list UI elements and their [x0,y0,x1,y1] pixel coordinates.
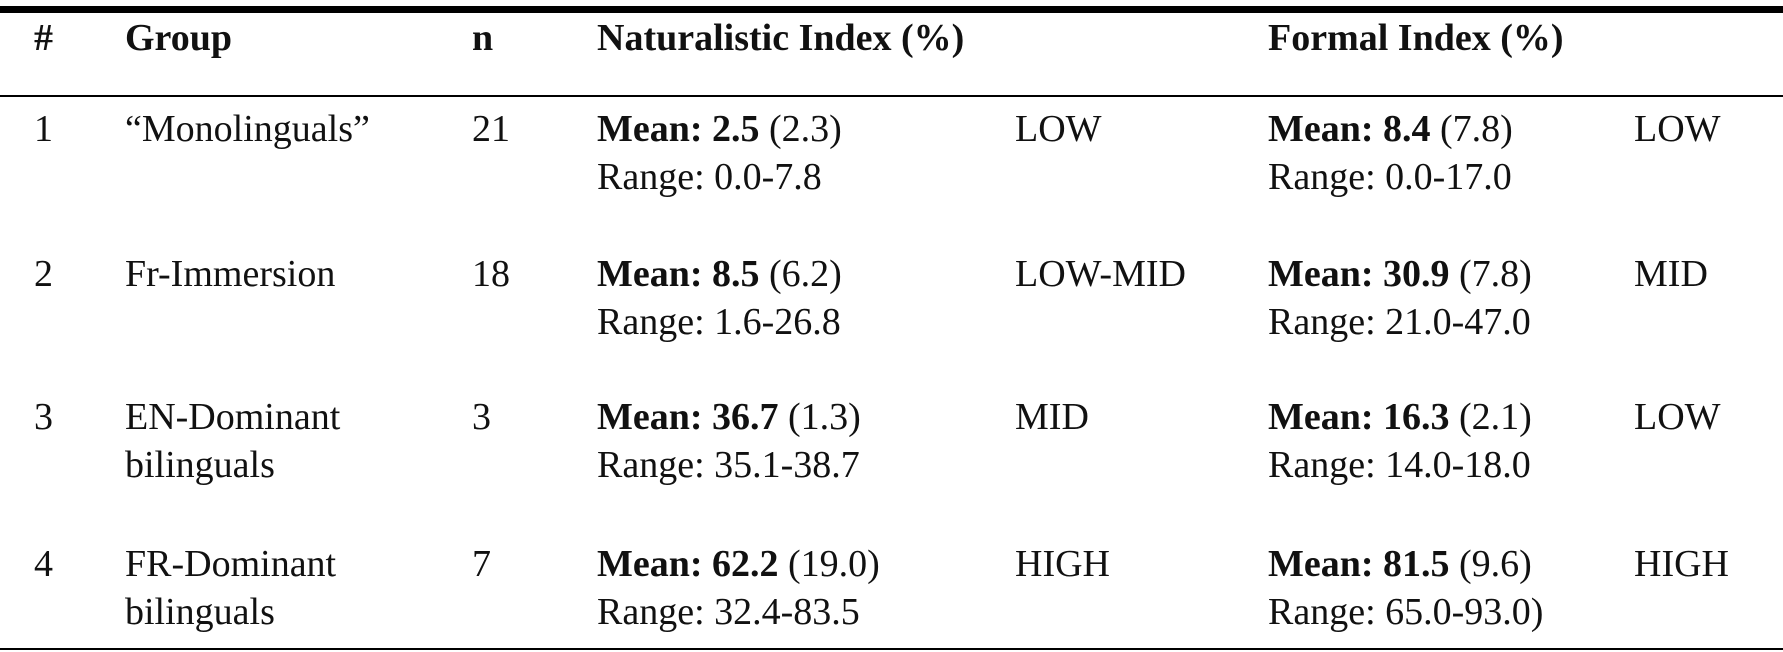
row-number: 3 [34,396,53,438]
range: Range: 0.0-17.0 [1268,156,1512,198]
mean-line: Mean: 16.3 (2.1) [1268,393,1532,441]
mean-line: Mean: 81.5 (9.6) [1268,540,1543,588]
formal-cell: Mean: 81.5 (9.6) Range: 65.0-93.0) [1268,540,1543,636]
naturalistic-cell: Mean: 2.5 (2.3) Range: 0.0-7.8 [597,105,842,201]
top-rule [0,6,1783,13]
naturalistic-cell: Mean: 62.2 (19.0) Range: 32.4-83.5 [597,540,880,636]
mean-label: Mean: [597,108,703,150]
sd-value: (19.0) [788,543,880,585]
column-header: Naturalistic Index (%) [597,17,965,59]
n-cell: 7 [472,543,491,585]
n-cell: 18 [472,253,510,295]
header-rule [0,95,1783,97]
range: Range: 1.6-26.8 [597,301,841,343]
sd-value: (7.8) [1459,253,1532,295]
sd-value: (7.8) [1440,108,1513,150]
column-header: Formal Index (%) [1268,17,1564,59]
range: Range: 0.0-7.8 [597,156,822,198]
range: Range: 21.0-47.0 [1268,301,1531,343]
n-cell: 3 [472,396,491,438]
range: Range: 35.1-38.7 [597,444,860,486]
range: Range: 32.4-83.5 [597,591,860,633]
column-header: n [472,17,494,59]
group-line: bilinguals [125,444,275,486]
mean-label: Mean: [1268,253,1374,295]
naturalistic-level: LOW [1015,108,1102,150]
mean-line: Mean: 36.7 (1.3) [597,393,861,441]
mean-value: 8.4 [1383,108,1431,150]
naturalistic-level: HIGH [1015,543,1110,585]
sd-value: (2.1) [1459,396,1532,438]
group-line: bilinguals [125,591,275,633]
mean-label: Mean: [597,543,703,585]
mean-value: 30.9 [1383,253,1450,295]
formal-cell: Mean: 8.4 (7.8) Range: 0.0-17.0 [1268,105,1513,201]
naturalistic-level: LOW-MID [1015,253,1186,295]
mean-label: Mean: [1268,543,1374,585]
mean-value: 62.2 [712,543,779,585]
mean-line: Mean: 30.9 (7.8) [1268,250,1532,298]
mean-label: Mean: [1268,108,1374,150]
range: Range: 65.0-93.0) [1268,591,1544,633]
formal-level: LOW [1634,108,1721,150]
formal-level: HIGH [1634,543,1729,585]
row-number: 2 [34,253,53,295]
mean-line: Mean: 8.5 (6.2) [597,250,842,298]
mean-line: Mean: 8.4 (7.8) [1268,105,1513,153]
mean-line: Mean: 62.2 (19.0) [597,540,880,588]
n-cell: 21 [472,108,510,150]
sd-value: (9.6) [1459,543,1532,585]
mean-label: Mean: [597,396,703,438]
formal-level: MID [1634,253,1708,295]
mean-label: Mean: [1268,396,1374,438]
group-cell: “Monolinguals” [125,105,370,153]
formal-cell: Mean: 16.3 (2.1) Range: 14.0-18.0 [1268,393,1532,489]
naturalistic-cell: Mean: 8.5 (6.2) Range: 1.6-26.8 [597,250,842,346]
naturalistic-cell: Mean: 36.7 (1.3) Range: 35.1-38.7 [597,393,861,489]
group-cell: EN-Dominant bilinguals [125,393,340,489]
group-line: EN-Dominant [125,396,341,438]
formal-level: LOW [1634,396,1721,438]
row-number: 4 [34,543,53,585]
group-line: “Monolinguals” [125,108,370,150]
sd-value: (1.3) [788,396,861,438]
group-cell: Fr-Immersion [125,250,335,298]
mean-label: Mean: [597,253,703,295]
range: Range: 14.0-18.0 [1268,444,1531,486]
mean-value: 36.7 [712,396,779,438]
bottom-rule [0,648,1783,650]
group-line: FR-Dominant [125,543,337,585]
sd-value: (2.3) [769,108,842,150]
naturalistic-level: MID [1015,396,1089,438]
column-header: # [34,17,53,59]
group-line: Fr-Immersion [125,253,336,295]
sd-value: (6.2) [769,253,842,295]
mean-line: Mean: 2.5 (2.3) [597,105,842,153]
mean-value: 16.3 [1383,396,1450,438]
row-number: 1 [34,108,53,150]
mean-value: 81.5 [1383,543,1450,585]
mean-value: 2.5 [712,108,760,150]
formal-cell: Mean: 30.9 (7.8) Range: 21.0-47.0 [1268,250,1532,346]
column-header: Group [125,17,233,59]
group-cell: FR-Dominant bilinguals [125,540,336,636]
mean-value: 8.5 [712,253,760,295]
